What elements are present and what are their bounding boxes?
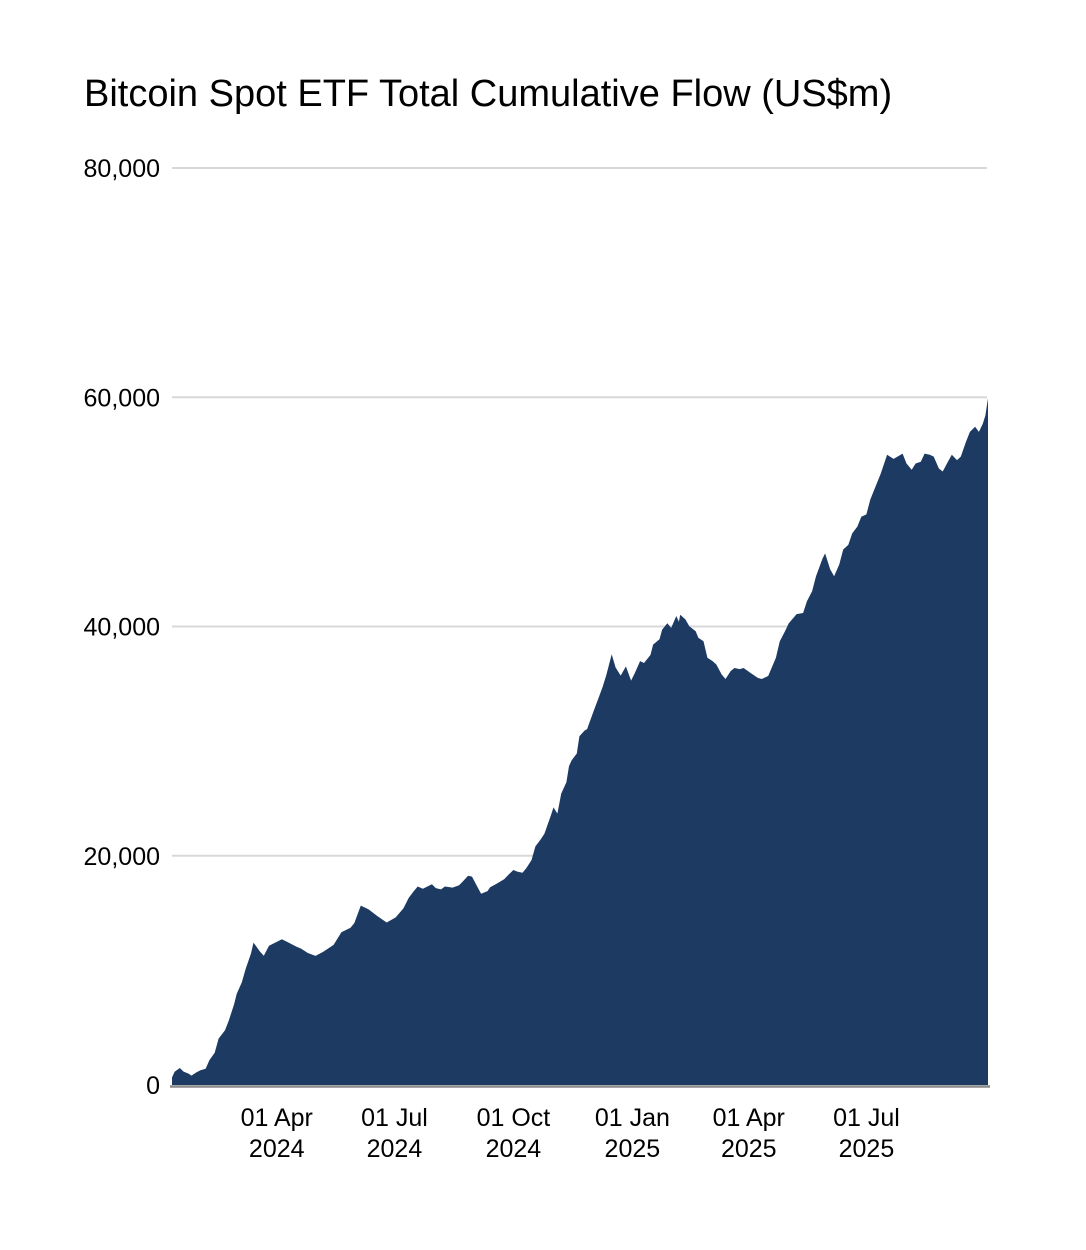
x-tick-label: 01 Apr 2024 [241, 1104, 313, 1163]
x-tick-label: 01 Jul 2024 [361, 1104, 428, 1163]
chart-title: Bitcoin Spot ETF Total Cumulative Flow (… [84, 73, 893, 116]
y-tick-label: 80,000 [84, 155, 160, 183]
x-tick-label: 01 Oct 2024 [477, 1104, 551, 1163]
y-tick-label: 20,000 [84, 843, 160, 871]
y-tick-label: 60,000 [84, 384, 160, 412]
y-tick-label: 0 [146, 1072, 160, 1100]
y-tick-label: 40,000 [84, 614, 160, 642]
x-tick-label: 01 Jan 2025 [595, 1104, 670, 1163]
x-tick-label: 01 Jul 2025 [833, 1104, 900, 1163]
x-tick-label: 01 Apr 2025 [713, 1104, 785, 1163]
area-series-path [172, 398, 988, 1085]
